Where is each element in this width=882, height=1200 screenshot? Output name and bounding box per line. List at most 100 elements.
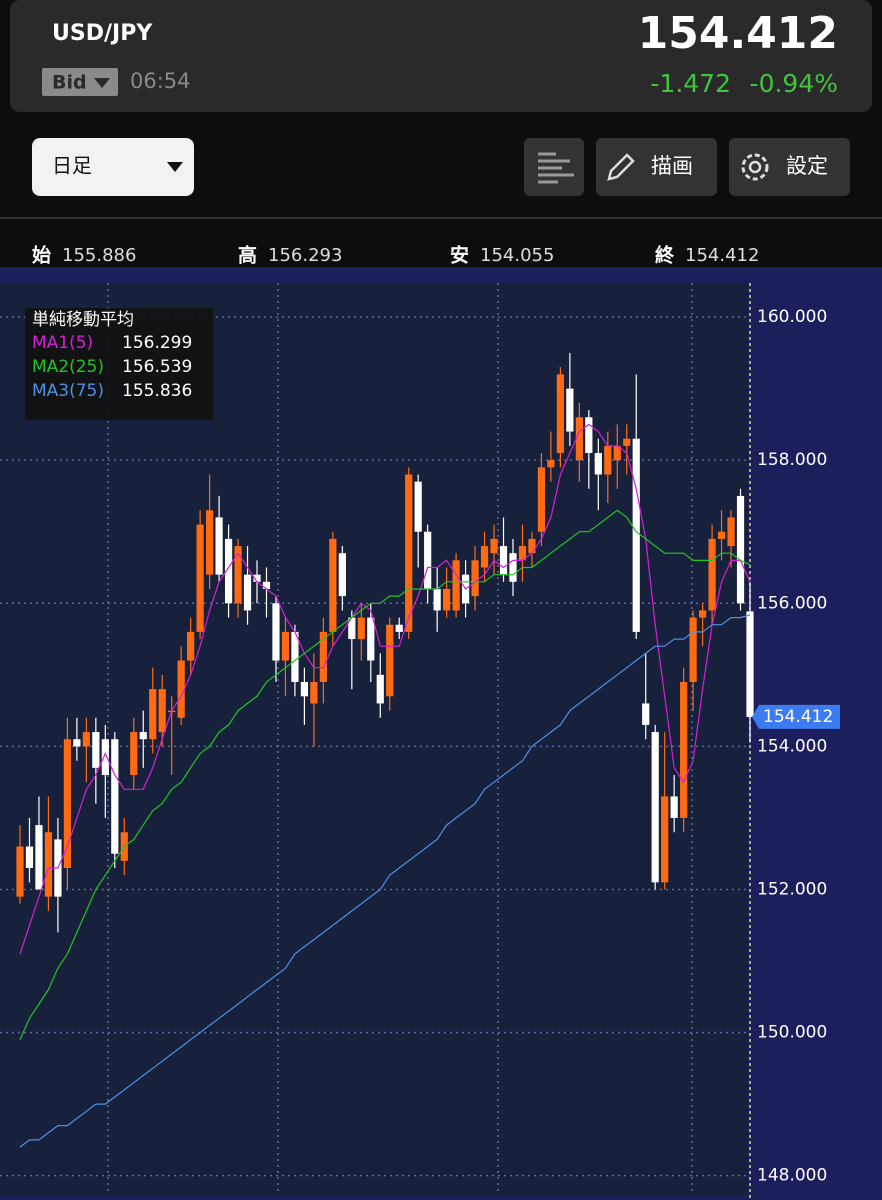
y-tick-label: 160.000 [757,307,827,327]
dropdown-arrow [167,162,183,172]
candle-body [272,603,280,661]
vertical-grid [107,283,693,1195]
candle-body [736,495,745,604]
candle-body [727,517,735,547]
candle-body [234,546,242,604]
ohlc-row: 始 155.886 高 156.293 安 154.055 終 154.412 [32,244,759,267]
candle-body [291,631,299,682]
candle-body [443,588,451,611]
candle-body [585,417,593,454]
price: 154.412 [638,8,838,59]
candle-body [556,374,564,454]
moving-average-line [19,423,751,955]
legend-title: 単純移動平均 [32,310,134,330]
ohlc-label: 高 [238,244,257,267]
candle-body [575,417,583,461]
y-tick-label: 156.000 [757,593,827,613]
price-type-button[interactable] [42,68,118,96]
candle-body [414,481,422,532]
candle-body [348,617,356,640]
candle-body [594,453,602,475]
plot-area [0,283,748,1195]
candle-body [509,553,517,582]
candle-body [63,739,72,869]
dropdown-arrow [94,78,110,88]
candle-body [187,631,195,661]
gear-icon [741,153,769,181]
candle-body [44,832,53,897]
candle-body [329,538,337,632]
candle-body [376,674,384,704]
candle-body [717,531,726,539]
candle-body [101,739,109,775]
price-type[interactable]: Bid [52,72,87,94]
candle-body [149,689,157,740]
candle-body [537,467,546,532]
ohlc-value: 156.293 [268,245,342,266]
last-price-label: 154.412 [763,707,833,727]
candle-body [433,588,441,611]
candle-body [480,546,489,568]
time: 06:54 [130,69,191,93]
last-price-badge [752,704,840,729]
candle-body [253,574,261,582]
candle-body [405,474,413,632]
legend-value: 156.539 [122,357,192,377]
draw-button[interactable] [596,138,717,196]
candle-body [92,732,100,768]
candle-body [310,681,318,704]
candle-body [130,732,138,775]
candle-body [708,538,716,611]
candle-body [25,846,34,869]
change: -1.472 [650,69,731,98]
candle-body [300,681,309,697]
draw-label[interactable]: 描画 [651,154,693,178]
legend-name: MA1(5) [32,333,93,353]
candle-body [281,631,290,661]
plot [0,316,754,1177]
candle-body [452,560,460,611]
candle-body [642,703,650,725]
ohlc-value: 154.055 [480,245,554,266]
header-panel [10,0,872,112]
y-tick-label: 152.000 [757,879,827,899]
candle-body [661,796,669,883]
candle-body [746,611,754,717]
ohlc-value: 155.886 [62,245,136,266]
candle-body [424,531,432,589]
settings-label[interactable]: 設定 [786,154,828,178]
gear-hub [748,160,762,174]
candle-body [651,732,659,883]
period-select[interactable] [32,138,194,196]
candle-body [499,546,508,575]
ohlc-label: 終 [655,244,675,267]
candle-body [670,796,678,818]
candle-body [680,681,688,818]
candle-body [623,438,631,446]
candle-body [338,553,346,597]
candle-body [528,538,536,554]
candle-body [206,510,214,575]
candle-body [158,689,166,733]
y-tick-label: 158.000 [757,450,827,470]
y-tick-label: 154.000 [757,736,827,756]
ohlc-label: 安 [450,244,469,267]
y-tick-label: 150.000 [757,1023,827,1043]
legend-value: 156.299 [122,333,192,353]
period[interactable]: 日足 [52,154,92,178]
legend-name: MA3(75) [32,381,104,401]
candle-body [16,846,24,897]
candle-body [566,388,574,432]
candle-body [139,732,147,740]
candle-body [698,610,707,618]
candle-body [262,581,271,589]
candle-body [357,617,365,640]
y-tick-label: 148.000 [757,1166,827,1186]
candle-body [395,624,403,632]
candle-body [689,617,697,682]
settings-button[interactable] [729,138,850,196]
candle-body [547,460,555,468]
candle-body [196,524,204,632]
symbol[interactable]: USD/JPY [52,21,153,46]
candle-body [367,617,375,661]
